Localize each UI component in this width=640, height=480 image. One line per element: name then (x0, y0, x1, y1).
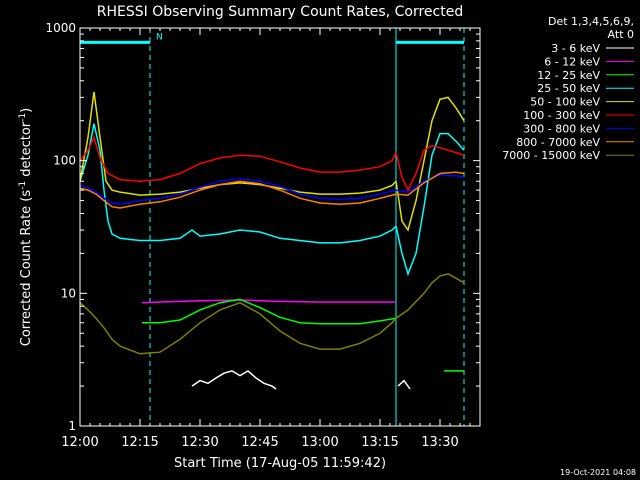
series-line (191, 369, 277, 390)
x-tick-label: 13:30 (421, 435, 458, 450)
series-line (397, 379, 411, 390)
y-axis-label: Corrected Count Rate (s-1 detector-1) (18, 108, 34, 346)
x-axis-label: Start Time (17-Aug-05 11:59:42) (174, 456, 386, 471)
legend-entry-label: 3 - 6 keV (551, 42, 600, 55)
x-tick-label: 12:00 (61, 435, 98, 450)
x-tick-label: 12:15 (121, 435, 158, 450)
series-line (141, 299, 396, 304)
legend-header-line-1: Det 1,3,4,5,6,9, (548, 15, 634, 28)
legend-entry-label: 100 - 300 keV (523, 109, 600, 122)
legend-header-line-2: Att 0 (608, 28, 634, 41)
x-tick-label: 12:45 (241, 435, 278, 450)
legend-entry-label: 800 - 7000 keV (516, 136, 600, 149)
legend-entry-label: 50 - 100 keV (530, 96, 600, 109)
legend-entry-label: 25 - 50 keV (537, 82, 600, 95)
series-line (395, 171, 465, 196)
series-line (80, 135, 397, 182)
series-9 (80, 273, 465, 355)
series-3 (142, 298, 464, 372)
y-tick-label: 100 (53, 154, 76, 168)
night-marker-label: N (156, 32, 163, 42)
series-6 (80, 135, 465, 192)
series-group (80, 91, 465, 390)
series-8 (80, 171, 465, 209)
series-line (80, 123, 397, 244)
series-line (80, 91, 397, 196)
series-line (80, 180, 397, 209)
x-tick-label: 12:30 (181, 435, 218, 450)
series-line (395, 273, 465, 319)
series-1 (191, 369, 411, 390)
x-axis: 12:00 12:15 12:30 12:45 13:00 13:15 13:30 (61, 28, 481, 450)
y-tick-label: 1000 (45, 21, 76, 35)
series-line (395, 144, 465, 192)
series-line (395, 96, 465, 232)
legend-entry-label: 7000 - 15000 keV (502, 149, 600, 162)
y-tick-label: 10 (61, 286, 76, 300)
series-5 (80, 91, 465, 232)
y-axis: 1 10 100 1000 (45, 21, 480, 433)
series-line (80, 178, 397, 205)
series-2 (141, 299, 396, 304)
timestamp: 19-Oct-2021 04:08 (560, 468, 636, 477)
x-tick-label: 13:15 (361, 435, 398, 450)
y-tick-label: 1 (68, 419, 76, 433)
series-line (142, 298, 397, 325)
legend-entry-label: 12 - 25 keV (537, 69, 600, 82)
legend-entry-label: 6 - 12 keV (544, 55, 600, 68)
chart-title: RHESSI Observing Summary Count Rates, Co… (97, 4, 463, 20)
x-tick-label: 13:00 (301, 435, 338, 450)
legend-entry-label: 300 - 800 keV (523, 122, 600, 135)
series-line (80, 301, 397, 355)
